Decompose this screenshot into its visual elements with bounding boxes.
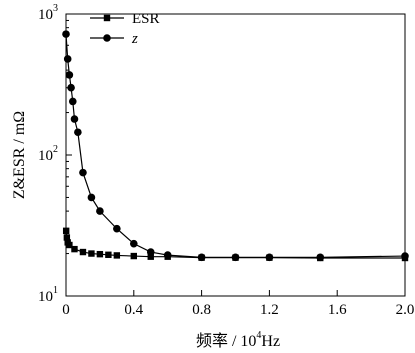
data-point-esr — [147, 253, 154, 260]
series-line-z — [65, 34, 406, 258]
x-axis-title: 频率 / 104Hz — [196, 330, 280, 350]
data-point-esr — [63, 234, 71, 241]
series-z — [62, 30, 409, 262]
data-point-z — [63, 55, 72, 63]
x-tick-label: 0 — [62, 302, 70, 318]
y-tick-label: 101 — [38, 285, 58, 305]
legend-marker — [103, 14, 111, 22]
data-point-z — [130, 239, 138, 248]
data-point-z — [68, 97, 77, 106]
data-point-esr — [96, 250, 104, 258]
x-tick-label: 0.8 — [192, 302, 211, 318]
x-tick-label: 1.2 — [260, 302, 279, 318]
data-point-z — [62, 30, 70, 38]
data-point-esr — [105, 251, 112, 258]
data-point-z — [265, 253, 274, 262]
data-point-z — [401, 252, 409, 260]
x-tick-label: 2.0 — [396, 302, 415, 318]
x-tick-label: 1.6 — [328, 302, 347, 318]
data-point-z — [197, 253, 206, 262]
x-tick-label: 0.4 — [124, 302, 143, 318]
data-point-z — [146, 248, 155, 256]
data-point-z — [79, 168, 87, 177]
data-point-z — [87, 193, 96, 202]
y-axis-title: Z&ESR / mΩ — [11, 111, 28, 199]
legend-marker — [103, 34, 111, 42]
data-point-esr — [62, 227, 70, 235]
legend-label: ESR — [132, 11, 160, 27]
data-point-esr — [88, 250, 95, 257]
data-point-esr — [71, 245, 78, 253]
data-point-z — [70, 115, 79, 123]
data-point-esr — [113, 252, 121, 259]
data-point-z — [113, 224, 121, 233]
data-point-esr — [79, 248, 87, 256]
data-point-z — [74, 128, 82, 137]
data-point-z — [65, 71, 74, 79]
data-point-z — [316, 253, 325, 262]
data-point-z — [96, 207, 104, 215]
data-point-esr — [130, 252, 137, 260]
data-point-z — [67, 83, 75, 92]
legend-label: z — [131, 31, 138, 47]
y-tick-label: 103 — [38, 3, 58, 23]
data-point-z — [231, 253, 240, 262]
data-point-esr — [66, 241, 73, 249]
data-point-z — [163, 251, 172, 259]
y-tick-label: 102 — [38, 144, 58, 164]
